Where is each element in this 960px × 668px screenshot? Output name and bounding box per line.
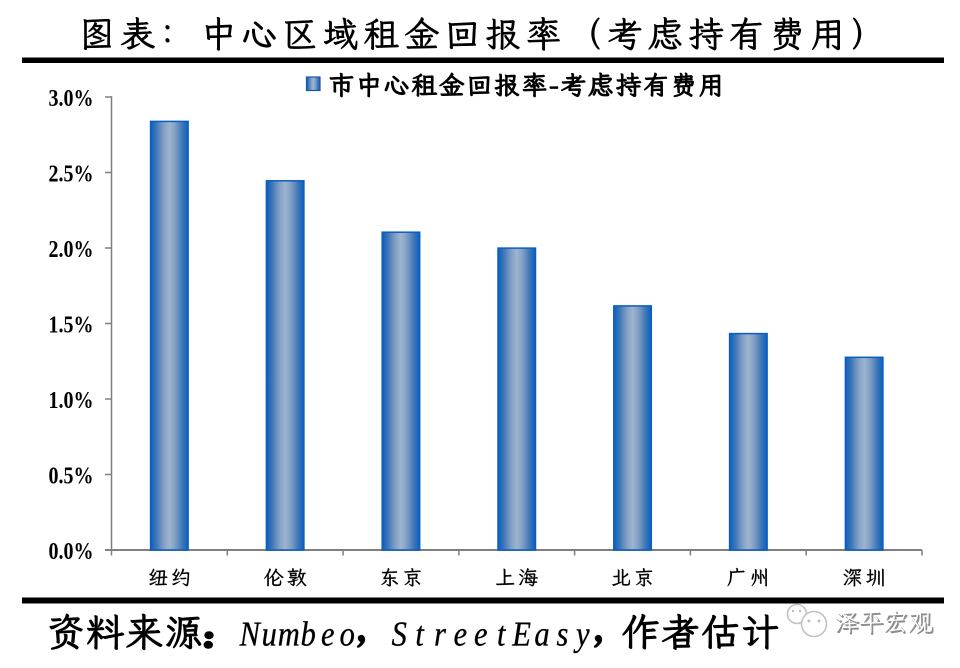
svg-text:3.0%: 3.0%: [49, 85, 94, 112]
svg-text:0.5%: 0.5%: [49, 463, 94, 490]
svg-text:2.0%: 2.0%: [49, 236, 94, 263]
svg-text:1.5%: 1.5%: [49, 312, 94, 339]
svg-text:2.5%: 2.5%: [49, 161, 94, 188]
svg-text:1.0%: 1.0%: [49, 387, 94, 414]
svg-text:0.0%: 0.0%: [49, 538, 94, 565]
